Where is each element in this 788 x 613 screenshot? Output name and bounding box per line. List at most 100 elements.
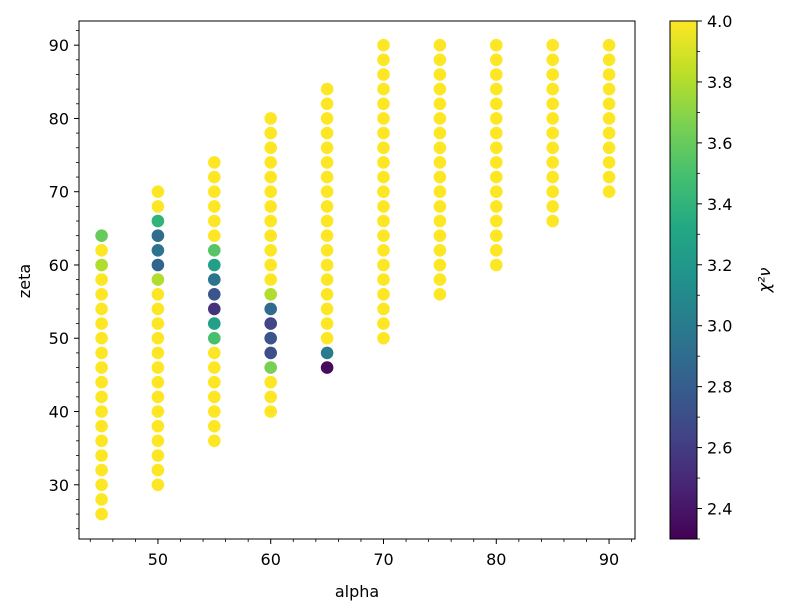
data-point xyxy=(95,273,108,286)
data-point xyxy=(151,361,165,374)
data-point xyxy=(264,258,278,272)
data-point xyxy=(602,82,616,96)
x-tick-label: 90 xyxy=(599,550,619,569)
data-point xyxy=(546,53,559,67)
y-tick-label: 70 xyxy=(49,183,69,202)
data-point xyxy=(208,434,221,448)
data-point xyxy=(151,478,165,492)
data-point xyxy=(95,493,108,506)
data-point xyxy=(264,361,278,374)
data-point xyxy=(320,317,334,330)
data-point xyxy=(151,302,165,316)
x-tick-label: 70 xyxy=(373,550,393,569)
data-point xyxy=(95,317,108,330)
data-point xyxy=(433,229,447,242)
data-point xyxy=(490,112,503,125)
colorbar-tick-label: 2.4 xyxy=(707,500,732,519)
colorbar-label: χ²ν xyxy=(755,268,774,294)
data-point xyxy=(208,331,221,345)
data-point xyxy=(377,331,390,345)
data-point xyxy=(320,126,334,140)
data-point xyxy=(433,273,447,286)
data-point xyxy=(377,38,390,52)
data-point xyxy=(433,38,447,52)
data-point xyxy=(433,244,447,257)
data-point xyxy=(602,97,616,111)
data-point xyxy=(377,273,390,286)
data-point xyxy=(95,229,108,242)
data-point xyxy=(320,97,334,111)
data-point xyxy=(377,244,390,257)
data-point xyxy=(320,156,334,169)
data-point xyxy=(208,390,221,404)
data-point xyxy=(433,200,447,213)
data-point xyxy=(208,258,221,272)
data-point xyxy=(208,244,221,257)
y-tick-label: 40 xyxy=(49,403,69,422)
data-point xyxy=(95,288,108,301)
colorbar-tick-label: 2.8 xyxy=(707,378,732,397)
data-point xyxy=(95,463,108,477)
data-point xyxy=(95,244,108,257)
data-point xyxy=(320,185,334,198)
data-point xyxy=(377,53,390,67)
y-tick-label: 80 xyxy=(49,109,69,128)
data-point xyxy=(151,331,165,345)
data-point xyxy=(433,68,447,81)
data-point xyxy=(208,170,221,184)
data-point xyxy=(546,112,559,125)
data-point xyxy=(208,229,221,242)
data-point xyxy=(433,288,447,301)
data-point xyxy=(151,346,165,360)
colorbar xyxy=(669,20,698,540)
data-point xyxy=(320,302,334,316)
data-point xyxy=(264,126,278,140)
data-point xyxy=(602,53,616,67)
data-point xyxy=(490,126,503,140)
data-point xyxy=(264,273,278,286)
data-point xyxy=(377,185,390,198)
colorbar-tick-label: 3.8 xyxy=(707,73,732,92)
data-point xyxy=(151,434,165,448)
data-point xyxy=(433,214,447,228)
data-point xyxy=(264,405,278,418)
data-point xyxy=(320,273,334,286)
data-point xyxy=(490,170,503,184)
data-point xyxy=(602,185,616,198)
data-point xyxy=(95,331,108,345)
data-point xyxy=(264,200,278,213)
data-point xyxy=(490,244,503,257)
data-point xyxy=(264,214,278,228)
data-point xyxy=(151,214,165,228)
data-point xyxy=(433,53,447,67)
data-point xyxy=(433,170,447,184)
data-point xyxy=(490,141,503,155)
data-point xyxy=(151,288,165,301)
data-point xyxy=(320,244,334,257)
data-point xyxy=(546,156,559,169)
y-tick-label: 60 xyxy=(49,256,69,275)
data-point xyxy=(320,141,334,155)
data-point xyxy=(602,126,616,140)
data-point xyxy=(151,449,165,462)
data-point xyxy=(208,405,221,418)
colorbar-tick-label: 2.6 xyxy=(707,439,732,458)
data-point xyxy=(151,229,165,242)
data-point xyxy=(320,258,334,272)
data-point xyxy=(602,68,616,81)
data-point xyxy=(264,375,278,389)
data-point xyxy=(546,38,559,52)
data-point xyxy=(490,68,503,81)
data-point xyxy=(546,82,559,96)
data-point xyxy=(377,229,390,242)
data-point xyxy=(433,258,447,272)
data-point xyxy=(208,185,221,198)
data-point xyxy=(377,112,390,125)
data-point xyxy=(377,288,390,301)
data-point xyxy=(151,419,165,433)
x-tick-label: 60 xyxy=(261,550,281,569)
y-tick-label: 90 xyxy=(49,36,69,55)
data-point xyxy=(320,288,334,301)
data-point xyxy=(433,82,447,96)
data-point xyxy=(264,229,278,242)
